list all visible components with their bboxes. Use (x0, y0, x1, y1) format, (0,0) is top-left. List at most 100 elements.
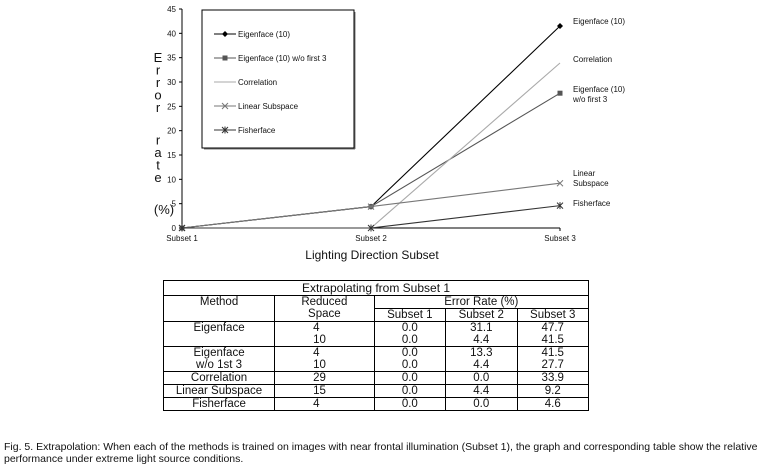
y-tick-label: 45 (167, 5, 176, 14)
legend-entry: Correlation (238, 78, 277, 87)
reduced-space-cell: 10 (274, 359, 375, 372)
results-table-wrapper: Extrapolating from Subset 1 Method Reduc… (163, 280, 589, 411)
error-rate-cell: 9.2 (516, 384, 589, 398)
y-tick-label: 35 (167, 54, 176, 63)
header-subset1: Subset 1 (373, 308, 446, 322)
header-subset2: Subset 2 (445, 308, 517, 322)
table-title: Extrapolating from Subset 1 (163, 280, 589, 296)
error-rate-cell: 4.4 (445, 334, 517, 347)
results-table: Extrapolating from Subset 1 Method Reduc… (163, 280, 589, 411)
reduced-space-cell: 4 (274, 346, 375, 359)
error-rate-cell: 4.4 (445, 384, 517, 398)
error-rate-cell: 0.0 (373, 384, 446, 398)
y-tick-label: 10 (167, 175, 176, 184)
series-layer (178, 23, 564, 232)
error-rate-cell: 0.0 (445, 397, 517, 411)
method-cell: Eigenface (163, 321, 275, 347)
line-chart: 0 5 10 15 20 25 30 35 40 45 Subset 1 Subset 2 Subset… (154, 5, 626, 262)
error-rate-cell: 0.0 (373, 371, 446, 385)
table-row: Correlation 29 0.0 0.0 33.9 (163, 371, 589, 385)
header-method: Method (163, 295, 275, 322)
point-marker (367, 224, 375, 232)
error-rate-cell: 13.3 (445, 346, 517, 359)
y-tick-label: 30 (167, 78, 176, 87)
y-tick-label: 20 (167, 127, 176, 136)
method-cell: Fisherface (163, 397, 275, 411)
series-4 (178, 202, 564, 232)
point-marker (221, 102, 229, 110)
header-subset3: Subset 3 (516, 308, 589, 322)
y-axis-label-letter: r (156, 63, 161, 78)
y-axis-label-unit: (%) (154, 202, 174, 217)
point-marker (367, 203, 375, 210)
error-rate-cell: 41.5 (516, 346, 589, 359)
y-axis-label-letter: E (154, 50, 163, 65)
legend-entry: Fisherface (238, 126, 276, 135)
point-marker (556, 179, 564, 187)
reduced-space-cell: 4 (274, 321, 375, 334)
point-marker (556, 202, 564, 210)
end-label: Correlation (573, 55, 612, 64)
end-label: Eigenface (10) (573, 17, 625, 26)
method-cell: Eigenface w/o 1st 3 (163, 346, 275, 372)
y-axis-label-letter: a (154, 145, 162, 160)
error-rate-cell: 31.1 (445, 321, 517, 334)
end-label: Linear Subspace (573, 169, 609, 188)
point-marker (557, 90, 563, 96)
y-axis-label-letter: o (154, 88, 161, 103)
point-marker (557, 23, 563, 30)
table-row: Eigenface 4 0.0 31.1 47.7 (163, 321, 589, 347)
y-tick-label: 0 (172, 224, 177, 233)
end-label: Eigenface (10) w/o first 3 (572, 85, 625, 104)
table-row: 10 0.0 4.4 41.5 (164, 334, 589, 347)
y-axis-label-letter: e (154, 170, 161, 185)
point-marker (221, 126, 229, 134)
y-tick-label: 5 (172, 200, 177, 209)
header-error-rate: Error Rate (%) (373, 295, 589, 309)
header-reduced-space: Reduced Space (274, 295, 375, 322)
legend-entry: Eigenface (10) w/o first 3 (238, 54, 327, 63)
error-rate-cell: 41.5 (516, 334, 589, 347)
reduced-space-cell: 4 (274, 397, 375, 411)
legend-box (201, 9, 355, 149)
figure-caption: Fig. 5. Extrapolation: When each of the … (4, 441, 758, 465)
error-rate-cell: 0.0 (373, 334, 446, 347)
x-axis-label: Lighting Direction Subset (305, 248, 439, 262)
error-rate-cell: 4.4 (445, 359, 517, 372)
error-rate-cell: 0.0 (373, 397, 446, 411)
y-tick-label: 15 (167, 151, 176, 160)
x-tick-label: Subset 1 (166, 234, 198, 243)
error-rate-cell: 0.0 (373, 346, 446, 359)
table-row: Eigenface w/o 1st 3 4 0.0 13.3 41.5 (163, 346, 589, 372)
end-labels: Eigenface (10) Eigenface (10) w/o first 3 C… (572, 17, 625, 208)
y-axis-label-letter: r (156, 75, 161, 90)
method-cell: Correlation (163, 371, 275, 385)
point-marker (222, 55, 228, 61)
table-body: Eigenface 4 0.0 31.1 47.7 10 0.0 4.4 41.5 Eigenfa… (163, 321, 589, 411)
error-rate-cell: 27.7 (516, 359, 589, 372)
y-tick-label: 25 (167, 102, 176, 111)
reduced-space-cell: 15 (274, 384, 375, 398)
table-row: 10 0.0 4.4 27.7 (164, 359, 589, 372)
y-axis-label-letter: r (156, 133, 161, 148)
method-cell: Linear Subspace (163, 384, 275, 398)
reduced-space-cell: 10 (274, 334, 375, 347)
error-rate-cell: 0.0 (445, 371, 517, 385)
x-tick-label: Subset 3 (544, 234, 576, 243)
end-label: Fisherface (573, 199, 611, 208)
table-row: Fisherface 4 0.0 0.0 4.6 (163, 397, 589, 411)
error-rate-cell: 47.7 (516, 321, 589, 334)
point-marker (222, 31, 228, 37)
y-axis-label-letter: r (156, 100, 161, 115)
legend-entry: Eigenface (10) (238, 30, 290, 39)
error-rate-cell: 33.9 (516, 371, 589, 385)
error-rate-cell: 4.6 (516, 397, 589, 411)
legend-entry: Linear Subspace (238, 102, 299, 111)
error-rate-cell: 0.0 (373, 321, 446, 334)
table-row: Linear Subspace 15 0.0 4.4 9.2 (163, 384, 589, 398)
y-axis-label-letter: t (156, 158, 160, 173)
error-rate-cell: 0.0 (373, 359, 446, 372)
x-tick-label: Subset 2 (355, 234, 387, 243)
legend: Eigenface (10) Eigenface (10) w/o first 3… (201, 9, 356, 150)
